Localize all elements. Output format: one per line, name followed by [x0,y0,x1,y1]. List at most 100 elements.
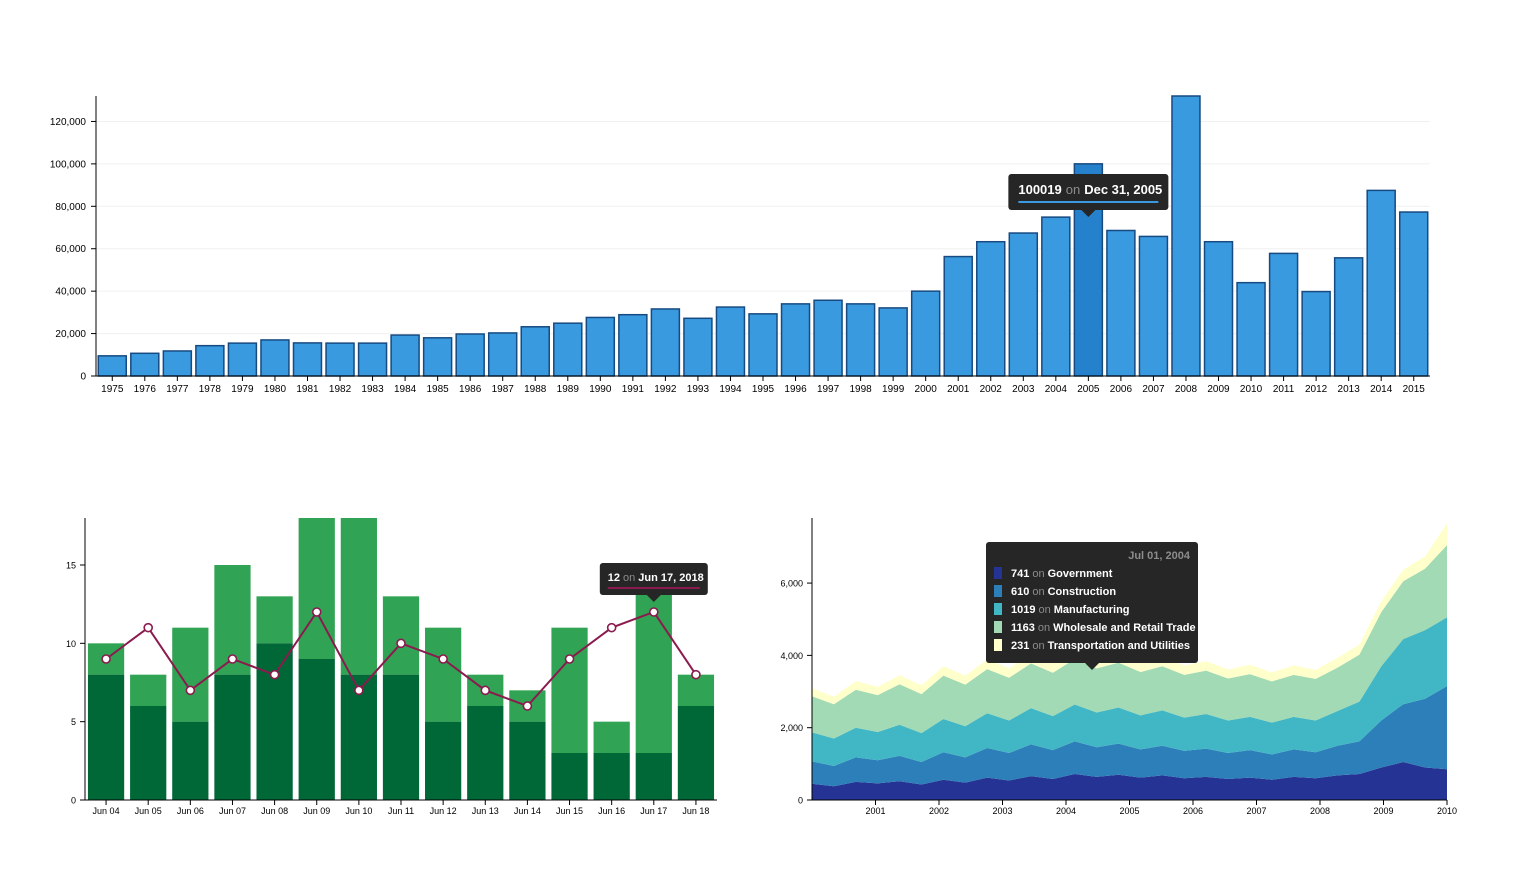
x-tick-label: 2002 [980,384,1003,395]
x-tick-label: Jun 09 [303,806,330,816]
tooltip-date: Dec 31, 2005 [1084,182,1162,197]
bar-2008 [1171,95,1201,377]
x-tick-label: 2007 [1142,384,1165,395]
bar-2001 [943,255,973,377]
upper-bar-Jun 17 [635,580,672,753]
bar-2015 [1398,211,1429,377]
lower-bar-Jun 05 [130,706,167,800]
line-point-Jun 15 [564,654,575,664]
tooltip-swatch [994,639,1002,651]
tooltip-on: on [623,572,635,584]
tooltip-on: on [1032,568,1044,580]
tooltip-pointer [646,595,661,602]
x-tick-label: 1983 [361,384,384,395]
tooltip-text: 12 on Jun 17, 2018 [608,572,704,584]
x-tick-label: 2001 [947,384,970,395]
tooltip-swatch [994,585,1002,597]
y-tick-label: 20,000 [55,329,86,340]
x-tick-label: 2014 [1370,384,1393,395]
bar-1990 [585,316,616,377]
x-tick-label: Jun 18 [682,806,709,816]
tooltip-row-value: 1019 [1011,604,1035,616]
bar-2012 [1301,290,1331,377]
area-government [812,762,1447,800]
line-point-Jun 08 [269,669,280,680]
bar-1981 [292,342,323,377]
x-tick-label: Jun 05 [135,806,162,816]
lower-bar-Jun 12 [425,721,462,800]
x-tick-label: 2005 [1119,806,1139,816]
y-tick-label: 40,000 [55,287,86,298]
tooltip-pointer [1085,663,1099,670]
lower-bar-Jun 15 [551,753,588,800]
x-tick-label: 2003 [992,806,1012,816]
line-point-Jun 06 [185,685,196,696]
x-tick-label: 2006 [1110,384,1133,395]
y-tick-label: 10 [66,639,76,649]
x-tick-label: 1989 [557,384,580,395]
x-tick-label: 1991 [622,384,645,395]
line-tooltip: 12 on Jun 17, 2018 [599,563,708,602]
x-tick-label: 1990 [589,384,612,395]
y-tick-label: 2,000 [780,723,803,733]
x-tick-label: 1975 [101,384,124,395]
x-tick-label: Jun 11 [388,806,414,816]
tooltip-row-name: Government [1048,568,1113,580]
bar-1991 [618,313,648,377]
line-point-Jun 05 [143,622,153,633]
y-tick-label: 0 [71,796,76,806]
x-tick-label: Jun 13 [472,806,499,816]
bar-1975 [97,355,128,377]
x-tick-label: Jun 16 [598,806,625,816]
tooltip-value: 12 [608,572,620,584]
bar-1984 [390,334,420,377]
tooltip-on: on [1066,182,1080,197]
x-tick-label: Jun 17 [640,806,667,816]
upper-bar-Jun 06 [172,627,209,722]
tooltip-row-value: 610 [1011,586,1029,598]
x-tick-label: 1976 [134,384,157,395]
bar-1982 [325,342,355,377]
tooltip-swatch [994,603,1002,615]
tooltip-on: on [1032,586,1044,598]
x-tick-label: 2001 [865,806,885,816]
bar-1985 [422,337,453,377]
daily-stacked-bar-line-chart: 0 5 10 15 Jun 04 Jun 05 Jun 06 Jun 07 Jun 08 Jun … [66,518,717,816]
tooltip-row-value: 1163 [1011,622,1035,634]
x-tick-label: 1979 [231,384,254,395]
x-tick-label: 2010 [1240,384,1263,395]
upper-bar-Jun 18 [677,674,715,706]
lower-bar-Jun 11 [382,674,420,800]
y-tick-label: 60,000 [55,244,86,255]
bar-2013 [1333,257,1364,377]
tooltip-row-name: Manufacturing [1054,604,1130,616]
bar-2003 [1008,232,1039,377]
lower-bar-Jun 06 [172,721,209,800]
industry-stacked-area-chart: 0 2,000 4,000 6,000 2001 2002 2003 2004 2005 2006… [780,518,1457,816]
bar-2002 [976,240,1006,377]
tooltip-row-value: 741 [1011,568,1029,580]
bar-2011 [1268,252,1299,377]
yearly-bar-chart: 0 20,000 40,000 60,000 80,000 100,000 120,000 1… [50,95,1430,395]
x-tick-label: 2009 [1207,384,1230,395]
tooltip-row-value: 231 [1011,640,1029,652]
y-tick-label: 6,000 [780,579,803,589]
x-tick-label: Jun 04 [93,806,120,816]
y-tick-label: 100,000 [50,159,87,170]
line-point-Jun 12 [438,654,448,664]
bar-1993 [683,317,713,377]
bar-1978 [195,344,225,377]
x-tick-label: 1994 [719,384,742,395]
x-tick-label: 1998 [849,384,872,395]
upper-bar-Jun 08 [256,596,293,644]
lower-bar-Jun 14 [509,721,546,800]
x-tick-label: 1981 [296,384,319,395]
tooltip-row: 231 on Transportation and Utilities [1011,640,1190,652]
tooltip-box [986,542,1198,663]
tooltip-date: Jun 17, 2018 [638,572,703,584]
area-manufacturing [812,617,1447,767]
x-tick-label: 2007 [1246,806,1266,816]
upper-bar-Jun 10 [340,518,377,675]
bar-1996 [780,303,811,377]
